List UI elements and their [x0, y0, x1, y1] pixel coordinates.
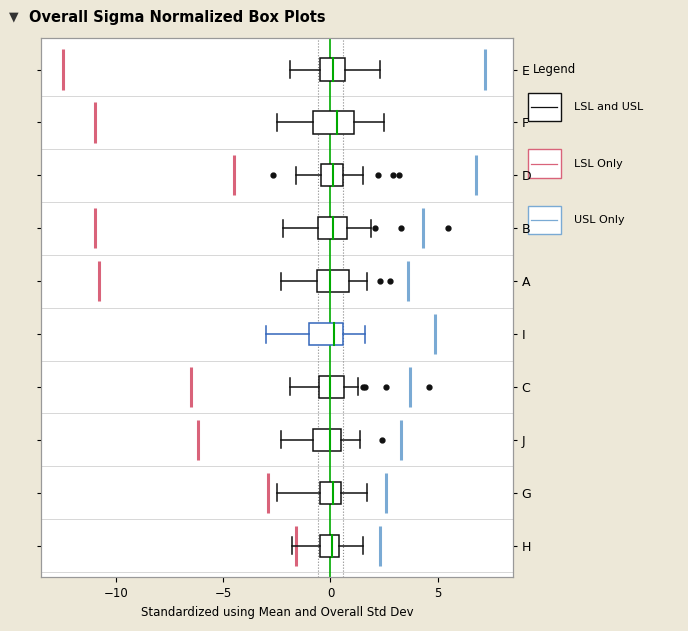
Text: LSL and USL: LSL and USL	[574, 102, 643, 112]
Bar	[320, 534, 339, 557]
Text: LSL Only: LSL Only	[574, 158, 623, 168]
Bar	[319, 376, 345, 398]
Text: ▼: ▼	[9, 11, 19, 24]
X-axis label: Standardized using Mean and Overall Std Dev: Standardized using Mean and Overall Std …	[140, 606, 413, 618]
Text: USL Only: USL Only	[574, 215, 625, 225]
Bar	[313, 428, 341, 451]
Bar	[528, 206, 561, 234]
Bar	[528, 150, 561, 178]
Bar	[318, 217, 347, 239]
Bar	[316, 270, 349, 292]
Bar	[321, 164, 343, 187]
Bar	[313, 112, 354, 134]
Text: Overall Sigma Normalized Box Plots: Overall Sigma Normalized Box Plots	[29, 10, 325, 25]
Bar	[528, 93, 561, 121]
Bar	[320, 481, 341, 504]
Text: Legend: Legend	[533, 62, 576, 76]
Bar	[320, 59, 345, 81]
Bar	[309, 323, 343, 345]
